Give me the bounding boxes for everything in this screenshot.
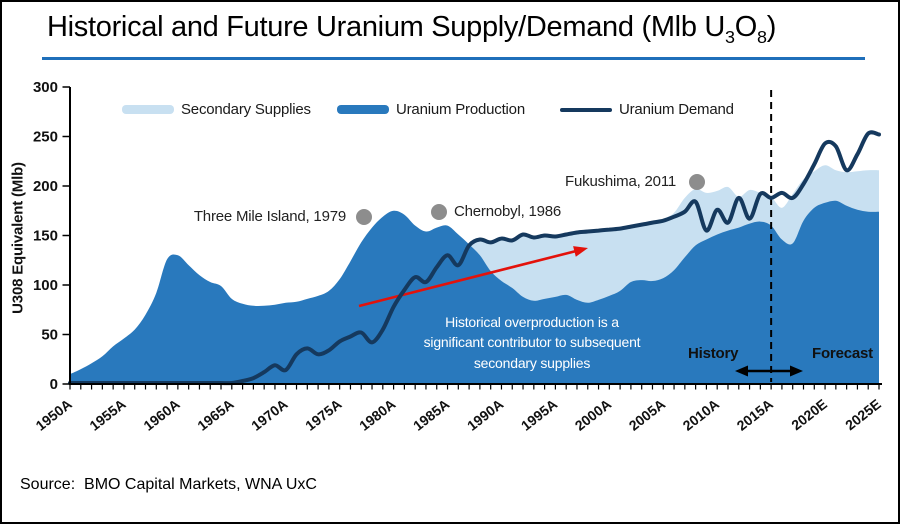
title-text: Historical and Future Uranium Supply/Dem… xyxy=(47,11,726,43)
title-close-paren: ) xyxy=(766,11,777,43)
annotation-fukushima: Fukushima, 2011 xyxy=(565,173,676,190)
fukushima-dot-icon xyxy=(689,174,705,190)
x-axis-tick-label: 1960A xyxy=(140,396,182,434)
x-axis-tick-label: 2025E xyxy=(842,396,884,434)
secondary-supplies-swatch-icon xyxy=(122,105,174,114)
title-text-o: O xyxy=(734,11,758,43)
x-axis-tick-label: 1995A xyxy=(518,396,560,434)
history-arrowhead-icon xyxy=(735,365,748,377)
red-trend-arrowhead-icon xyxy=(573,246,588,257)
overproduction-note: Historical overproduction is a significa… xyxy=(395,312,669,373)
y-axis-tick-label: 300 xyxy=(33,79,58,96)
page-title: Historical and Future Uranium Supply/Dem… xyxy=(47,11,776,48)
x-axis-tick-label: 1970A xyxy=(248,396,290,434)
x-axis-tick-label: 1990A xyxy=(464,396,506,434)
overproduction-note-line3: secondary supplies xyxy=(473,354,591,371)
y-axis-tick-label: 50 xyxy=(41,327,58,344)
y-axis-tick-label: 0 xyxy=(50,376,58,393)
x-axis-tick-label: 1965A xyxy=(194,396,236,434)
red-trend-arrow xyxy=(358,248,582,308)
title-underline xyxy=(42,57,865,60)
title-subscript-8: 8 xyxy=(757,26,767,47)
y-axis-title: U308 Equivalent (Mlb) xyxy=(9,162,27,314)
x-axis-tick-label: 1980A xyxy=(356,396,398,434)
y-axis-tick-label: 150 xyxy=(33,228,58,245)
legend-label-secondary-supplies: Secondary Supplies xyxy=(181,101,311,118)
overproduction-note-line2: significant contributor to subsequent xyxy=(423,334,641,351)
forecast-label: Forecast xyxy=(812,345,873,362)
legend-label-uranium-demand: Uranium Demand xyxy=(619,101,734,118)
y-axis-tick-label: 100 xyxy=(33,277,58,294)
forecast-arrowhead-icon xyxy=(790,365,803,377)
x-axis-tick-label: 1975A xyxy=(302,396,344,434)
legend-label-uranium-production: Uranium Production xyxy=(396,101,525,118)
history-label: History xyxy=(688,345,739,362)
y-axis-tick-label: 250 xyxy=(33,129,58,146)
uranium-production-area xyxy=(70,200,879,384)
legend-item-uranium-production: Uranium Production xyxy=(337,101,525,118)
x-axis-tick-label: 2020E xyxy=(788,396,830,434)
legend-item-uranium-demand: Uranium Demand xyxy=(560,101,734,118)
x-axis-tick-label: 2015A xyxy=(734,396,776,434)
uranium-production-swatch-icon xyxy=(337,105,389,114)
x-axis-tick-label: 1985A xyxy=(410,396,452,434)
annotation-chernobyl: Chernobyl, 1986 xyxy=(454,203,562,220)
title-subscript-3: 3 xyxy=(725,26,735,47)
legend-item-secondary-supplies: Secondary Supplies xyxy=(122,101,311,118)
overproduction-note-line1: Historical overproduction is a xyxy=(445,314,619,330)
x-axis-tick-label: 2010A xyxy=(680,396,722,434)
x-axis-tick-label: 1955A xyxy=(86,396,128,434)
uranium-demand-swatch-icon xyxy=(560,107,612,112)
source-note: Source: BMO Capital Markets, WNA UxC xyxy=(20,476,317,493)
annotation-three-mile-island: Three Mile Island, 1979 xyxy=(193,208,346,225)
chernobyl-dot-icon xyxy=(431,204,447,220)
three-mile-island-dot-icon xyxy=(356,209,372,225)
y-axis-tick-label: 200 xyxy=(33,178,58,195)
x-axis-tick-label: 2000A xyxy=(572,396,614,434)
x-axis-tick-label: 2005A xyxy=(626,396,668,434)
x-axis-tick-label: 1950A xyxy=(32,396,74,434)
